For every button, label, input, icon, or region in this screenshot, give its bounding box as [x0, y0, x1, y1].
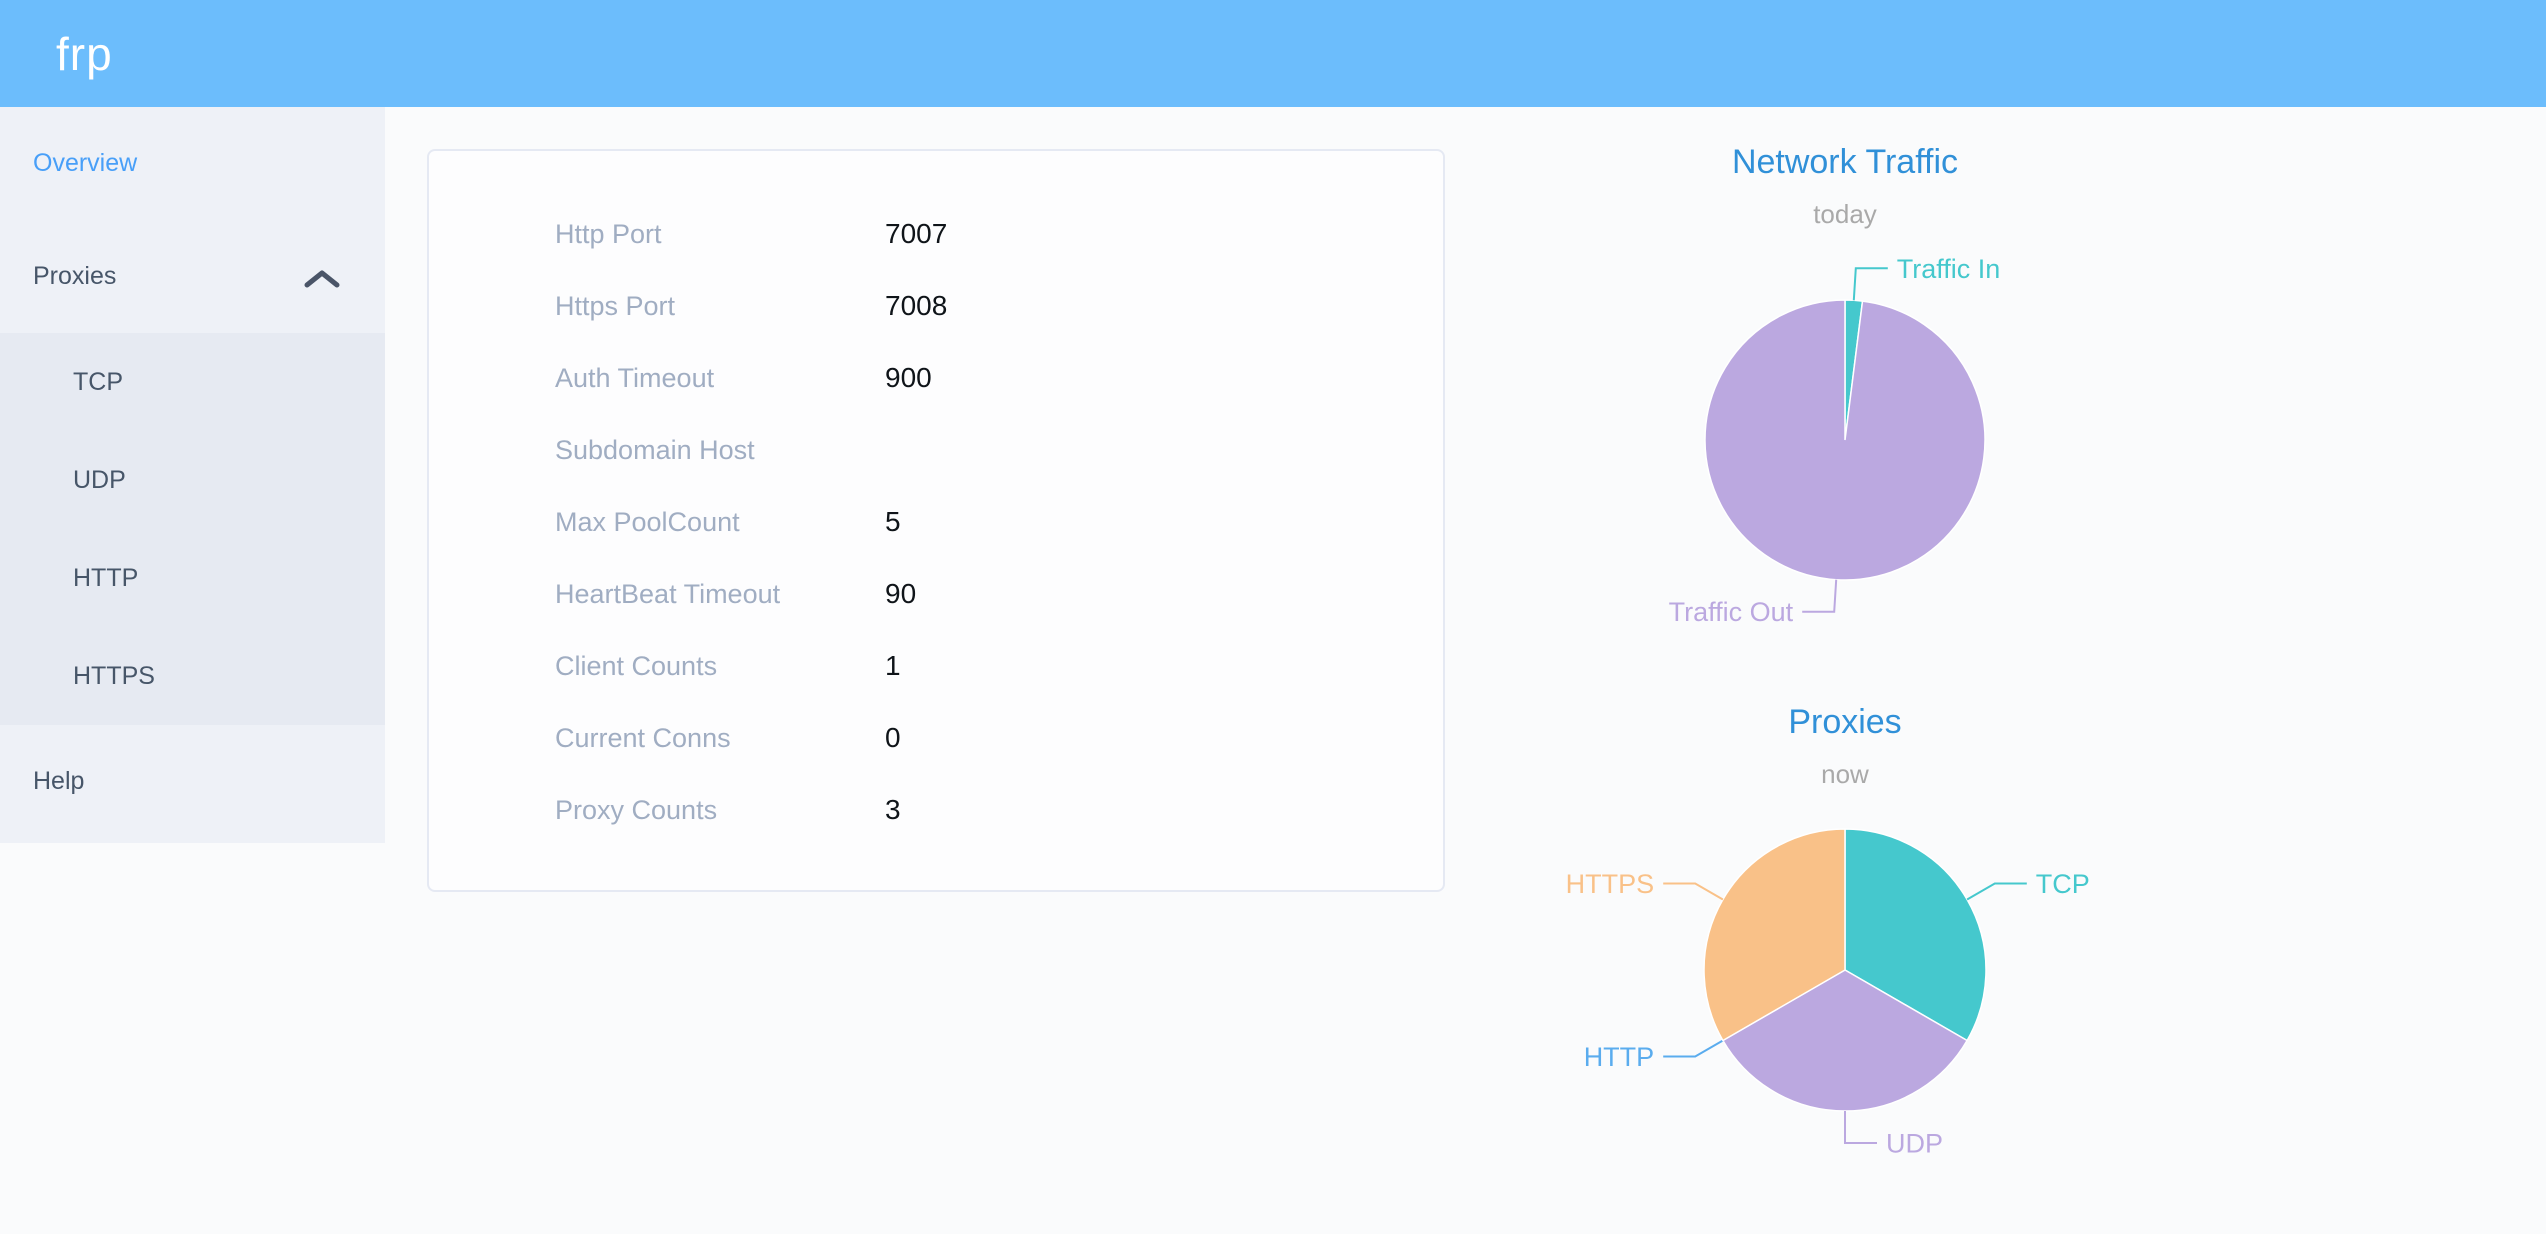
- pie-label-http: HTTP: [1584, 1042, 1655, 1072]
- pie-slice-traffic-out[interactable]: [1704, 299, 1986, 581]
- chevron-up-icon[interactable]: [303, 267, 341, 296]
- pie-label-udp: UDP: [1886, 1128, 1943, 1158]
- sidebar-item-udp[interactable]: UDP: [0, 431, 385, 529]
- pie-slice-tcp[interactable]: [1844, 828, 1987, 1042]
- sidebar-item-label: Help: [33, 767, 85, 795]
- config-row: Auth Timeout 900: [429, 342, 1443, 414]
- config-value: 900: [885, 362, 932, 393]
- config-label: Max PoolCount: [555, 506, 740, 537]
- proxies-submenu: TCP UDP HTTP HTTPS: [0, 333, 385, 725]
- config-row: Max PoolCount 5: [429, 486, 1443, 558]
- sidebar-item-label: Proxies: [33, 262, 117, 290]
- sidebar-item-http[interactable]: HTTP: [0, 529, 385, 627]
- sidebar-item-label: UDP: [73, 465, 126, 494]
- config-value: 7008: [885, 290, 948, 321]
- pie-label-line-tcp: [1966, 882, 2027, 901]
- chart-title: Network Traffic: [1731, 143, 1959, 181]
- config-label: Current Conns: [555, 722, 731, 753]
- sidebar-item-overview[interactable]: Overview: [0, 107, 385, 220]
- pie-label-traffic-out: Traffic Out: [1669, 597, 1794, 627]
- pie-slice-https[interactable]: [1703, 828, 1846, 1042]
- app-logo: frp: [56, 27, 113, 80]
- config-row: HeartBeat Timeout 90: [429, 558, 1443, 630]
- config-row: Http Port 7007: [429, 198, 1443, 270]
- config-label: Http Port: [555, 218, 662, 249]
- config-value: 3: [885, 794, 901, 825]
- pie-label-line-http: [1663, 1039, 1724, 1058]
- sidebar: Overview Proxies TCP UDP HTTP HTTPS: [0, 107, 385, 843]
- config-value: 0: [885, 722, 901, 753]
- server-config-card: Http Port 7007 Https Port 7008 Auth Time…: [427, 149, 1445, 892]
- sidebar-item-label: HTTPS: [73, 661, 155, 690]
- config-label: Subdomain Host: [555, 434, 755, 465]
- config-value: 5: [885, 506, 901, 537]
- app-header: frp: [0, 0, 2546, 107]
- config-value: 1: [885, 650, 901, 681]
- pie-slice-udp[interactable]: [1721, 969, 1969, 1112]
- config-row: Proxy Counts 3: [429, 774, 1443, 846]
- config-row: Https Port 7008: [429, 270, 1443, 342]
- pie-label-line-traffic-in: [1852, 267, 1888, 301]
- chart-title: Proxies: [1788, 703, 1902, 741]
- config-value: 7007: [885, 218, 948, 249]
- config-label: Https Port: [555, 290, 676, 321]
- chart-subtitle: today: [1813, 199, 1877, 229]
- sidebar-item-proxies[interactable]: Proxies: [0, 220, 385, 333]
- network-traffic-chart: Network Traffic today Traffic In Traffic …: [1495, 140, 2195, 632]
- proxies-chart: Proxies now TCP UDP HTTP HTTPS: [1495, 700, 2195, 1196]
- config-label: Auth Timeout: [555, 362, 715, 393]
- pie-label-traffic-in: Traffic In: [1897, 254, 2001, 284]
- pie-label-line-udp: [1844, 1111, 1877, 1144]
- config-label: HeartBeat Timeout: [555, 578, 781, 609]
- proxies-pie: TCP UDP HTTP HTTPS: [1566, 828, 2090, 1158]
- config-label: Client Counts: [555, 650, 718, 681]
- pie-label-tcp: TCP: [2036, 869, 2090, 899]
- config-row: Current Conns 0: [429, 702, 1443, 774]
- config-row: Subdomain Host: [429, 414, 1443, 486]
- network-traffic-pie: Traffic In Traffic Out: [1669, 254, 2001, 627]
- sidebar-item-help[interactable]: Help: [0, 725, 385, 838]
- chart-subtitle: now: [1821, 759, 1869, 789]
- pie-label-https: HTTPS: [1566, 869, 1655, 899]
- config-value: 90: [885, 578, 917, 609]
- sidebar-item-tcp[interactable]: TCP: [0, 333, 385, 431]
- config-label: Proxy Counts: [555, 794, 718, 825]
- pie-label-line-https: [1663, 882, 1724, 901]
- sidebar-item-https[interactable]: HTTPS: [0, 627, 385, 725]
- pie-label-line-traffic-out: [1802, 579, 1838, 613]
- config-row: Client Counts 1: [429, 630, 1443, 702]
- sidebar-item-label: TCP: [73, 367, 123, 396]
- sidebar-item-label: Overview: [33, 149, 138, 177]
- sidebar-item-label: HTTP: [73, 563, 139, 592]
